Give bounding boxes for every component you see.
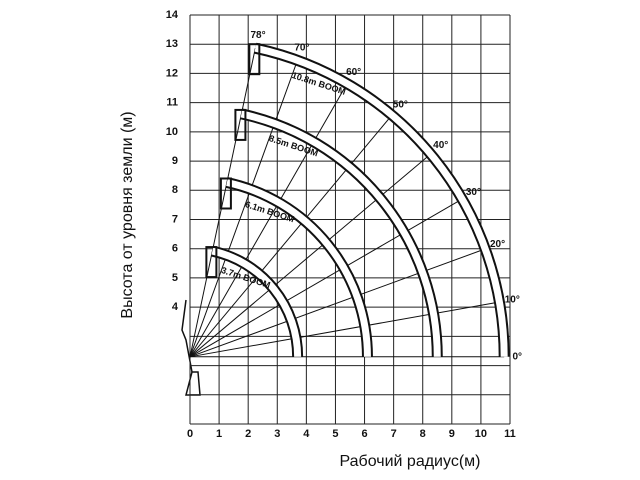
angle-line (189, 48, 256, 357)
boom-head (219, 177, 232, 210)
angle-label: 30° (466, 187, 481, 198)
boom-arc-inner (240, 110, 441, 357)
x-tick-label: 1 (216, 428, 222, 440)
angle-label: 0° (512, 351, 522, 362)
angle-label: 50° (393, 100, 408, 111)
angle-line (189, 301, 500, 358)
y-tick-label: 12 (166, 67, 178, 79)
y-tick-label: 4 (172, 301, 179, 313)
boom-arc-inner (254, 44, 508, 357)
y-tick-label: 8 (172, 184, 178, 196)
angle-line (189, 83, 348, 358)
x-tick-label: 3 (274, 428, 280, 440)
angle-line (189, 60, 298, 357)
angle-label: 78° (250, 30, 265, 41)
y-tick-label: 13 (166, 38, 178, 50)
angle-label: 10° (505, 294, 520, 305)
boom-arc-inner (211, 247, 302, 357)
angle-label: 60° (346, 67, 361, 78)
angle-label: 40° (433, 140, 448, 151)
boom-head (248, 43, 261, 76)
boom-head (205, 246, 218, 279)
angle-line (189, 198, 463, 358)
y-tick-label: 11 (166, 97, 178, 109)
y-tick-label: 10 (166, 126, 178, 138)
angle-line (189, 153, 431, 358)
y-tick-label: 6 (172, 243, 178, 255)
x-tick-label: 5 (332, 428, 338, 440)
boom-head (234, 108, 247, 141)
angle-line (189, 114, 393, 358)
boom-arc-inner (226, 179, 371, 357)
angle-label: 70° (294, 43, 309, 54)
y-axis-title: Высота от уровня земли (м) (119, 111, 136, 318)
y-tick-label: 14 (166, 9, 179, 21)
x-tick-label: 0 (187, 428, 193, 440)
y-tick-label: 5 (172, 272, 178, 284)
x-tick-label: 6 (361, 428, 367, 440)
x-tick-label: 2 (245, 428, 251, 440)
x-axis-title: Рабочий радиус(м) (340, 453, 481, 470)
angle-label: 20° (490, 239, 505, 250)
y-tick-label: 7 (172, 213, 178, 225)
angle-line (189, 248, 486, 358)
y-tick-label: 9 (172, 155, 178, 167)
x-tick-label: 8 (420, 428, 426, 440)
x-tick-label: 4 (303, 428, 310, 440)
x-tick-label: 7 (391, 428, 397, 440)
x-tick-label: 10 (475, 428, 487, 440)
x-tick-label: 11 (504, 428, 516, 440)
x-tick-label: 9 (449, 428, 455, 440)
